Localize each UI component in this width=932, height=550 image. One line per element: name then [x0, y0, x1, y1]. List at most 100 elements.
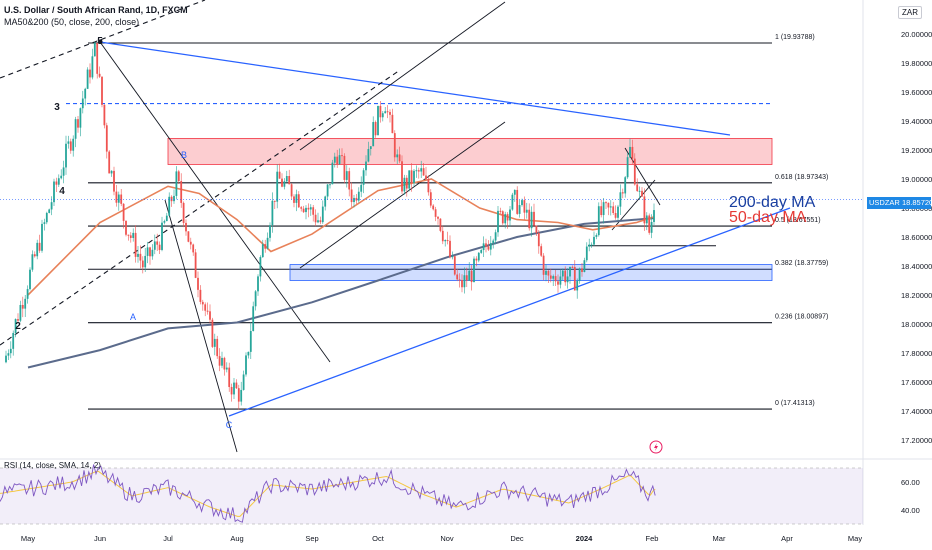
candle: [427, 179, 430, 193]
candle: [237, 388, 240, 402]
x-tick-label: May: [21, 534, 35, 543]
ma50-line: [27, 178, 655, 296]
candle: [180, 181, 183, 203]
candle: [259, 257, 262, 277]
candle: [393, 133, 396, 158]
candle: [547, 270, 550, 276]
candle: [360, 184, 363, 192]
candle: [285, 176, 288, 182]
candle: [602, 202, 605, 216]
candle: [254, 291, 257, 307]
candle: [264, 244, 267, 249]
candle: [410, 170, 413, 184]
candle: [300, 207, 303, 209]
currency-button[interactable]: ZAR: [898, 6, 922, 19]
fib-retracement[interactable]: 1 (19.93788) 0.618 (18.97343) 0.5 (18.6755…: [66, 34, 828, 410]
rsi-tick-label: 40.00: [901, 506, 920, 515]
candle: [506, 214, 509, 221]
y-tick-label: 18.00000: [901, 320, 932, 329]
candle: [161, 222, 163, 250]
candle: [7, 353, 10, 356]
candle: [633, 158, 636, 185]
candle: [290, 184, 293, 197]
candle: [617, 206, 619, 218]
symbol-title: U.S. Dollar / South African Rand, 1D, FX…: [4, 5, 188, 15]
y-tick-label: 17.40000: [901, 407, 932, 416]
candle: [110, 170, 113, 174]
candle: [533, 211, 535, 226]
candle: [499, 210, 502, 212]
candle: [149, 247, 151, 257]
candle: [309, 207, 312, 210]
candle: [305, 207, 307, 213]
candle: [391, 114, 394, 134]
candle: [261, 244, 264, 258]
candle: [518, 205, 521, 214]
candle: [449, 240, 451, 258]
candle: [158, 244, 161, 250]
fib-label: 0 (17.41313): [775, 400, 815, 407]
wave-label: 4: [59, 186, 65, 197]
candle: [434, 209, 437, 217]
y-tick-label: 17.20000: [901, 436, 932, 445]
candle: [581, 268, 583, 272]
y-tick-label: 18.60000: [901, 233, 932, 242]
candle: [367, 149, 370, 162]
candle: [242, 374, 245, 390]
supply-demand-zones[interactable]: [167, 137, 773, 281]
candle: [50, 202, 53, 210]
candle: [595, 235, 598, 237]
y-tick-label: 20.00000: [901, 30, 932, 39]
y-tick-label: 17.60000: [901, 378, 932, 387]
candle: [482, 243, 485, 251]
candle: [216, 338, 219, 357]
x-tick-label: Jul: [163, 534, 173, 543]
x-tick-label: May: [848, 534, 862, 543]
candle: [98, 73, 101, 77]
candle: [297, 194, 300, 208]
candle: [365, 161, 367, 171]
candle: [612, 206, 615, 214]
candle: [463, 275, 466, 288]
candle: [278, 171, 281, 179]
candle: [165, 215, 168, 222]
candle: [163, 221, 166, 223]
candle: [307, 207, 310, 210]
last-price-badge: USDZAR 18.85720: [867, 197, 931, 209]
x-tick-label: Oct: [372, 534, 385, 543]
candle: [273, 200, 276, 202]
candle: [372, 122, 375, 147]
candle: [221, 357, 223, 366]
x-tick-label: 2024: [576, 534, 594, 543]
candle: [187, 231, 190, 242]
candle: [530, 211, 533, 229]
rsi-line: [0, 464, 656, 523]
candle: [151, 249, 154, 257]
candle: [17, 319, 19, 321]
candle: [441, 230, 444, 242]
candle: [331, 162, 334, 185]
candle: [588, 244, 591, 247]
drawing-lines[interactable]: [0, 0, 791, 453]
candle: [36, 242, 39, 257]
y-tick-label: 19.60000: [901, 88, 932, 97]
candle: [341, 155, 343, 157]
candle: [127, 234, 130, 236]
candle: [377, 105, 379, 136]
x-axis: May Jun Jul Aug Sep Oct Nov Dec 2024 Feb Mar Apr May: [21, 534, 862, 543]
candle: [113, 170, 115, 192]
wave-label: A: [130, 312, 136, 322]
candle: [465, 275, 468, 281]
candle: [105, 125, 108, 152]
candle: [314, 214, 317, 223]
candle: [456, 274, 459, 280]
events-icon[interactable]: [649, 440, 663, 454]
candle: [91, 56, 94, 78]
wave-label: 2: [15, 321, 21, 332]
candle: [355, 197, 358, 201]
candle: [389, 112, 391, 115]
candle: [429, 192, 432, 206]
candle: [93, 42, 96, 57]
candle: [477, 252, 480, 261]
